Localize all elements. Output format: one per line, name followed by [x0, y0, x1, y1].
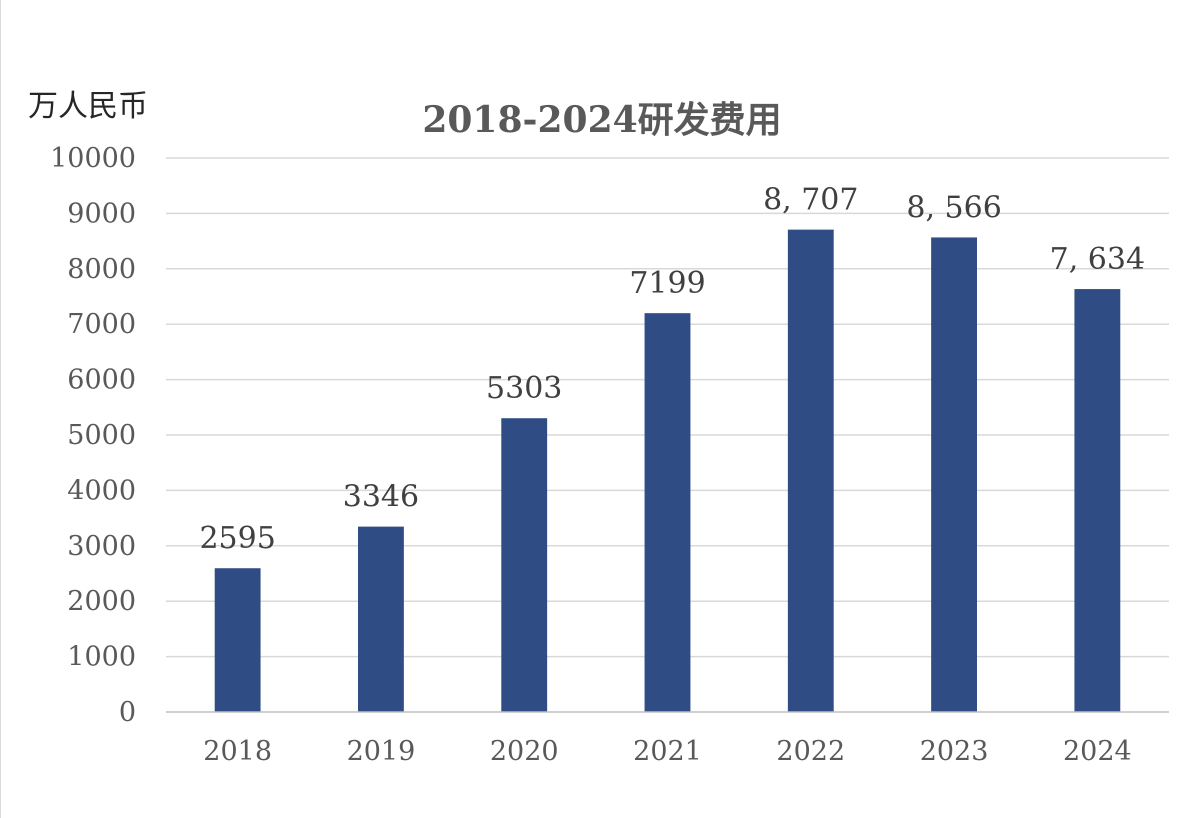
- y-tick-label: 8000: [67, 254, 136, 285]
- x-tick-label: 2020: [490, 736, 559, 767]
- y-tick-label: 10000: [50, 143, 136, 174]
- bar-2020: [501, 418, 548, 712]
- x-tick-label: 2019: [347, 736, 416, 767]
- data-labels: 2595 3346 5303 7199 8, 707 8, 566 7, 634: [199, 183, 1145, 557]
- data-label-2020: 5303: [486, 371, 562, 406]
- data-label-2018: 2595: [199, 521, 275, 556]
- x-axis-ticks: 2018 2019 2020 2021 2022 2023 2024: [203, 736, 1131, 767]
- data-label-2021: 7199: [629, 266, 705, 301]
- y-tick-label: 4000: [67, 475, 136, 506]
- y-tick-label: 9000: [67, 198, 136, 229]
- bar-2019: [358, 526, 404, 712]
- y-axis-unit-label: 万人民币: [28, 89, 148, 124]
- data-label-2022: 8, 707: [763, 183, 858, 218]
- data-label-2024: 7, 634: [1050, 242, 1145, 277]
- bar-2024: [1074, 289, 1121, 712]
- y-tick-label: 7000: [67, 309, 136, 340]
- x-tick-label: 2024: [1063, 736, 1132, 767]
- x-tick-label: 2022: [776, 736, 845, 767]
- bar-2018: [214, 568, 261, 712]
- y-tick-label: 1000: [67, 642, 136, 673]
- chart-title: 2018-2024研发费用: [422, 99, 781, 141]
- bar-2023: [931, 237, 977, 712]
- y-tick-label: 0: [119, 697, 136, 728]
- bar-2022: [787, 229, 834, 712]
- y-axis-ticks: 0 1000 2000 3000 4000 5000 6000 7000 8000 9000 100…: [50, 143, 136, 728]
- data-label-2023: 8, 566: [906, 190, 1001, 225]
- y-tick-label: 5000: [67, 420, 136, 451]
- data-label-2019: 3346: [343, 480, 419, 515]
- y-tick-label: 2000: [67, 586, 136, 617]
- bar-2021: [644, 313, 691, 712]
- bars: [214, 229, 1121, 712]
- y-tick-label: 3000: [67, 531, 136, 562]
- x-tick-label: 2018: [203, 736, 272, 767]
- y-tick-label: 6000: [67, 365, 136, 396]
- x-tick-label: 2023: [920, 736, 989, 767]
- x-tick-label: 2021: [633, 736, 702, 767]
